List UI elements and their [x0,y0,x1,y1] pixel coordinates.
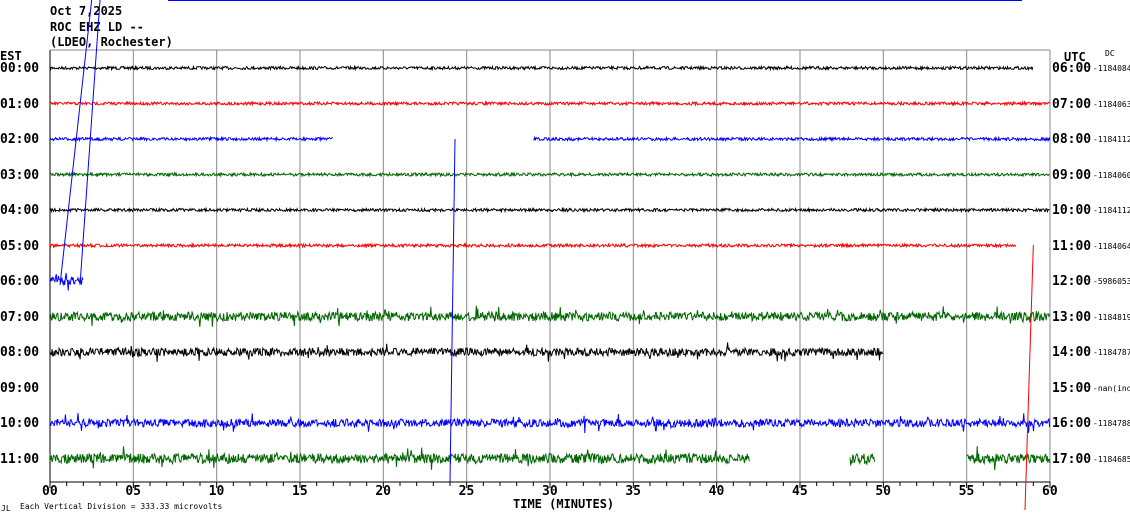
utc-time-label: 17:00 [1052,451,1092,467]
dc-offset-label: -nan(ind [1093,383,1130,393]
dc-offset-label: -1184685 [1093,454,1130,464]
est-time-label: 03:00 [0,167,40,183]
x-tick-label: 45 [792,484,808,499]
transient-spike [79,0,101,286]
scale-label: Each Vertical Division = 333.33 microvol… [20,502,223,511]
dc-offset-label: -1184112 [1093,206,1130,215]
station-label: ROC EHZ LD -- [50,20,144,34]
network-label: (LDEO, Rochester) [50,35,173,49]
seismic-trace [849,453,875,466]
seismic-trace [49,273,84,291]
dc-offset-label: -1184064 [1093,241,1130,251]
seismic-trace [49,242,1017,249]
x-tick-label: 50 [875,484,891,499]
dc-offset-label: -1184060 [1093,170,1130,180]
utc-time-label: 16:00 [1052,416,1092,431]
right-timezone: UTC [1064,50,1086,64]
est-time-label: 07:00 [0,309,40,325]
est-time-label: 00:00 [0,61,40,76]
seismic-trace [49,305,1051,327]
utc-time-label: 08:00 [1052,132,1092,147]
date-label: Oct 7,2025 [50,4,123,18]
utc-time-label: 06:00 [1052,61,1092,76]
est-time-label: 06:00 [0,274,40,289]
x-tick-label: 05 [125,484,141,499]
est-time-label: 04:00 [0,203,40,218]
est-time-label: 05:00 [0,238,40,254]
est-time-label: 09:00 [0,380,40,396]
utc-time-label: 13:00 [1052,309,1092,325]
transient-spike [449,138,456,483]
left-timezone: EST [0,49,22,63]
est-time-label: 11:00 [0,451,40,467]
x-tick-label: 35 [625,484,641,499]
dc-offset-label: -1184819 [1093,312,1130,322]
dc-offset-label: -1184787 [1093,348,1130,357]
dc-offset-label: -1184112 [1093,135,1130,144]
x-tick-label: 20 [375,484,391,499]
utc-time-label: 15:00 [1052,380,1092,396]
seismic-trace [49,206,1050,214]
dc-offset-label: -1184788 [1093,419,1130,428]
dc-offset-label: -1184084 [1093,64,1130,73]
est-time-label: 02:00 [0,132,40,147]
utc-time-label: 09:00 [1052,167,1092,183]
seismic-trace [49,64,1034,72]
x-tick-label: 00 [42,484,58,499]
dc-offset-label: -1184063 [1093,99,1130,109]
est-time-label: 08:00 [0,345,40,360]
utc-time-label: 12:00 [1052,274,1092,289]
x-tick-label: 40 [708,484,725,499]
est-time-label: 01:00 [0,96,40,112]
x-tick-label: 30 [542,484,558,499]
x-axis-label: TIME (MINUTES) [513,497,615,511]
corner-mark: JL [1,504,11,513]
x-tick-label: 15 [292,484,308,499]
seismic-trace [50,171,1050,178]
utc-time-label: 11:00 [1052,238,1092,254]
seismic-trace [49,446,750,470]
transient-spike [59,0,93,286]
seismic-trace [49,342,884,362]
seismic-trace [49,135,333,143]
transient-spike [1024,244,1034,511]
x-tick-label: 55 [958,484,975,499]
seismic-trace [49,412,1051,434]
x-tick-label: 10 [208,484,225,499]
utc-time-label: 07:00 [1052,96,1092,112]
seismic-trace [533,135,1051,143]
dc-offset-label: -5986053 [1093,277,1130,286]
x-tick-label: 60 [1042,484,1058,499]
seismic-trace [49,100,1051,107]
x-tick-label: 25 [458,484,475,499]
est-time-label: 10:00 [0,416,40,431]
utc-time-label: 10:00 [1052,203,1092,218]
dc-label: DC [1105,49,1115,58]
seismic-trace [966,446,1051,470]
utc-time-label: 14:00 [1052,345,1092,360]
